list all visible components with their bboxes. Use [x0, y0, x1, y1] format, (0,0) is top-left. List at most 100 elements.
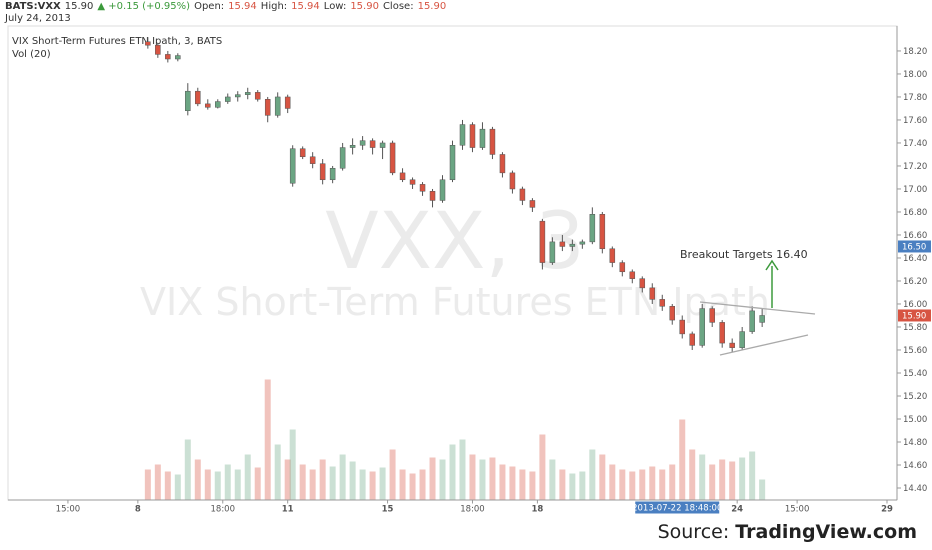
y-tick-label: 15.00 [903, 415, 927, 425]
volume-bar [224, 464, 231, 500]
candle-body [369, 140, 376, 148]
x-tick-label: 15:00 [56, 505, 81, 515]
volume-bar [569, 473, 576, 500]
candle-body [589, 214, 596, 243]
volume-bar [749, 451, 756, 500]
candle-body [205, 103, 211, 108]
candle-body [309, 156, 316, 164]
x-tick-label: 24 [731, 505, 743, 515]
label: High: [260, 1, 288, 12]
volume-bar [549, 459, 556, 500]
candle-body [719, 322, 725, 344]
symbol: BATS:VXX [5, 1, 61, 12]
label: Close: [382, 1, 414, 12]
candle-body [389, 142, 396, 174]
candle-body [749, 310, 755, 332]
watermark-symbol: VXX, 3 [325, 197, 584, 287]
candle-body [185, 90, 191, 112]
volume-bar [499, 464, 506, 500]
volume-bar [479, 459, 486, 500]
candle-body [439, 179, 446, 201]
candle-body [639, 278, 646, 289]
candle-body [409, 179, 416, 185]
candle-body [215, 101, 221, 108]
volume-bar [539, 434, 546, 500]
quote-line: BATS:VXX 15.90 ▲ +0.15 (+0.95%) Open: 15.94 H… [5, 1, 450, 13]
candle-body [264, 99, 271, 116]
volume-bar [194, 459, 201, 500]
candle-body [529, 200, 536, 208]
volume-bar [469, 454, 476, 500]
y-tick-label: 16.20 [903, 277, 927, 287]
x-tick-label: 11 [282, 505, 294, 515]
arrow-head [765, 259, 779, 271]
candle-body [244, 92, 251, 95]
candle-body [155, 44, 161, 55]
y-tick-label: 14.60 [903, 461, 927, 471]
candle-body [609, 248, 616, 263]
volume-bar [709, 464, 716, 500]
y-tick-label: 18.20 [903, 47, 927, 57]
volume-bar [719, 459, 726, 500]
candle-body [629, 271, 636, 279]
value: 15.90 [350, 1, 379, 12]
y-tick-label: 18.00 [903, 70, 927, 80]
candle-body [459, 124, 466, 146]
candle-body [579, 241, 586, 245]
y-tick-label: 15.60 [903, 346, 927, 356]
volume-bar [649, 466, 656, 500]
volume-bar [679, 419, 686, 500]
candle-body [289, 148, 296, 184]
candle-body [709, 308, 715, 323]
candle-body [729, 342, 735, 348]
volume-bar [729, 461, 736, 500]
candle-body [479, 128, 486, 148]
y-tick-label: 17.60 [903, 116, 927, 126]
volume-bar [699, 454, 706, 500]
candle-body [254, 92, 261, 100]
candle-body [659, 299, 666, 307]
candle-body [669, 306, 676, 321]
volume-bar [449, 444, 456, 500]
volume-bar [244, 454, 251, 500]
crosshair-box [635, 501, 720, 514]
volume-bar [154, 464, 161, 500]
price-label: 16.50 [902, 242, 926, 252]
legend-volume: Vol (20) [12, 49, 51, 60]
volume-bar [669, 464, 676, 500]
crosshair-label: 2013-07-22 18:48:00 [632, 504, 722, 514]
trend-line [719, 334, 809, 356]
price-label: 15.90 [902, 311, 926, 321]
candle-body [739, 331, 745, 348]
candle-body [759, 315, 765, 323]
footer: Source: TradingView.com [658, 521, 917, 543]
y-tick-label: 17.20 [903, 162, 927, 172]
volume-bar [214, 471, 221, 500]
volume-bar [379, 467, 386, 500]
candle-body [559, 241, 566, 247]
volume-bar [349, 461, 356, 500]
value: 15.94 [228, 1, 257, 12]
x-tick-label: 18:00 [460, 505, 485, 515]
candle-body [569, 243, 576, 247]
volume-bar [429, 457, 436, 500]
candle-body [679, 319, 685, 335]
y-tick-label: 17.00 [903, 185, 927, 195]
candle-body [319, 163, 326, 181]
watermark-description: VIX Short-Term Futures ETN Ipath [140, 280, 770, 324]
candle-body [699, 308, 705, 346]
volume-bar [274, 444, 281, 500]
candle-body [234, 94, 241, 98]
candle-body [145, 41, 151, 46]
volume-bar [299, 464, 306, 500]
label: Low: [323, 1, 347, 12]
candle-body [489, 128, 496, 155]
y-tick-label: 17.40 [903, 139, 927, 149]
y-tick-label: 16.40 [903, 254, 927, 264]
volume-bar [519, 469, 526, 500]
candle-body [175, 55, 181, 60]
candle-body [419, 184, 426, 192]
volume-bar [409, 473, 416, 500]
volume-bar [599, 454, 606, 500]
x-tick-label: 15 [382, 505, 394, 515]
